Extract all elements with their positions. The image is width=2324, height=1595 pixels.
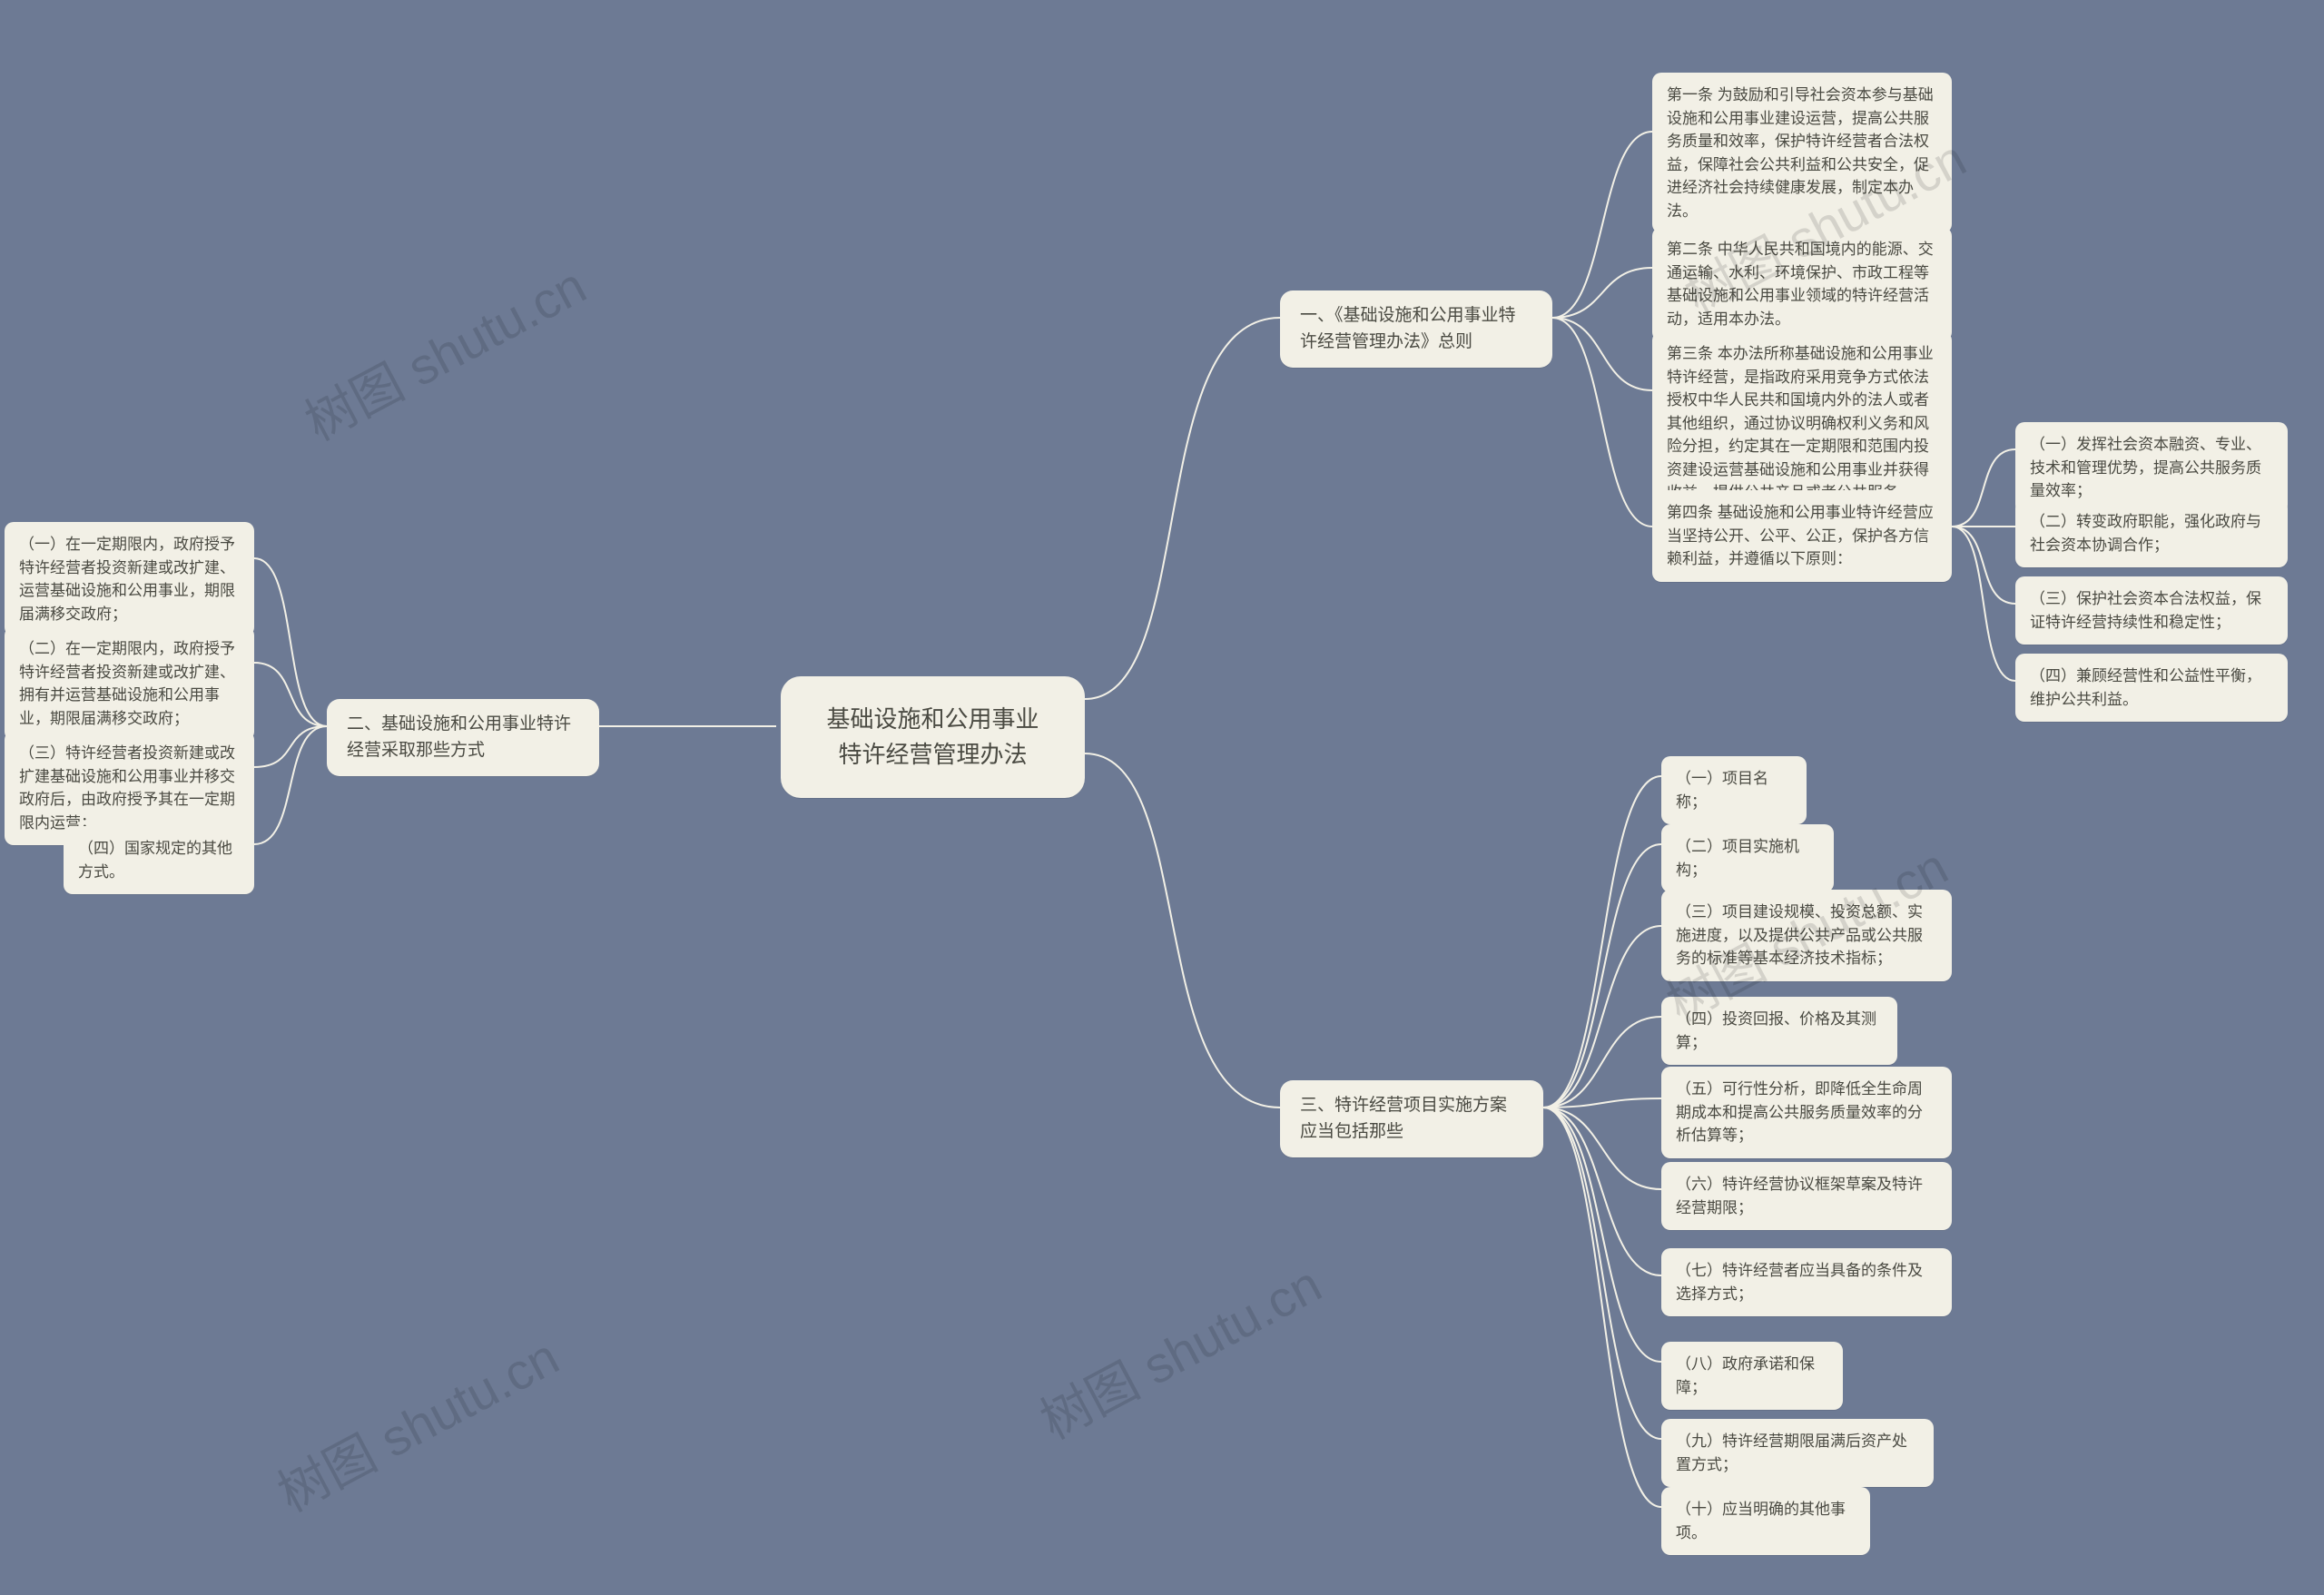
branch-3-leaf-7[interactable]: （七）特许经营者应当具备的条件及选择方式； [1661,1248,1952,1316]
watermark: 树图 shutu.cn [1026,1245,1333,1454]
branch-3-leaf-6[interactable]: （六）特许经营协议框架草案及特许经营期限； [1661,1162,1952,1230]
watermark: 树图 shutu.cn [263,1317,570,1527]
branch-1-leaf-3[interactable]: 第三条 本办法所称基础设施和公用事业特许经营，是指政府采用竞争方式依法授权中华人… [1652,331,1952,516]
branch-3-leaf-4[interactable]: （四）投资回报、价格及其测算； [1661,997,1897,1065]
branch-1[interactable]: 一、《基础设施和公用事业特许经营管理办法》总则 [1280,290,1552,368]
branch-2-leaf-2[interactable]: （二）在一定期限内，政府授予特许经营者投资新建或改扩建、拥有并运营基础设施和公用… [5,626,254,741]
branch-1-leaf-4-sub-4[interactable]: （四）兼顾经营性和公益性平衡，维护公共利益。 [2015,654,2288,722]
branch-3[interactable]: 三、特许经营项目实施方案应当包括那些 [1280,1080,1543,1157]
branch-1-leaf-4-sub-3[interactable]: （三）保护社会资本合法权益，保证特许经营持续性和稳定性； [2015,576,2288,645]
branch-3-leaf-3[interactable]: （三）项目建设规模、投资总额、实施进度，以及提供公共产品或公共服务的标准等基本经… [1661,890,1952,981]
branch-3-leaf-1[interactable]: （一）项目名称； [1661,756,1807,824]
branch-3-leaf-2[interactable]: （二）项目实施机构； [1661,824,1834,892]
connector-layer [0,0,2324,1595]
branch-3-leaf-5[interactable]: （五）可行性分析，即降低全生命周期成本和提高公共服务质量效率的分析估算等； [1661,1067,1952,1158]
branch-2-leaf-1[interactable]: （一）在一定期限内，政府授予特许经营者投资新建或改扩建、运营基础设施和公用事业，… [5,522,254,636]
root-node[interactable]: 基础设施和公用事业特许经营管理办法 [781,676,1085,798]
branch-3-leaf-10[interactable]: （十）应当明确的其他事项。 [1661,1487,1870,1555]
branch-3-leaf-8[interactable]: （八）政府承诺和保障； [1661,1342,1843,1410]
branch-2-leaf-4[interactable]: （四）国家规定的其他方式。 [64,826,254,894]
branch-1-leaf-4-sub-2[interactable]: （二）转变政府职能，强化政府与社会资本协调合作； [2015,499,2288,567]
watermark: 树图 shutu.cn [290,246,597,456]
branch-3-leaf-9[interactable]: （九）特许经营期限届满后资产处置方式； [1661,1419,1934,1487]
branch-1-leaf-4[interactable]: 第四条 基础设施和公用事业特许经营应当坚持公开、公平、公正，保护各方信赖利益，并… [1652,490,1952,582]
branch-1-leaf-1[interactable]: 第一条 为鼓励和引导社会资本参与基础设施和公用事业建设运营，提高公共服务质量和效… [1652,73,1952,233]
branch-1-leaf-2[interactable]: 第二条 中华人民共和国境内的能源、交通运输、水利、环境保护、市政工程等基础设施和… [1652,227,1952,341]
branch-2[interactable]: 二、基础设施和公用事业特许经营采取那些方式 [327,699,599,776]
